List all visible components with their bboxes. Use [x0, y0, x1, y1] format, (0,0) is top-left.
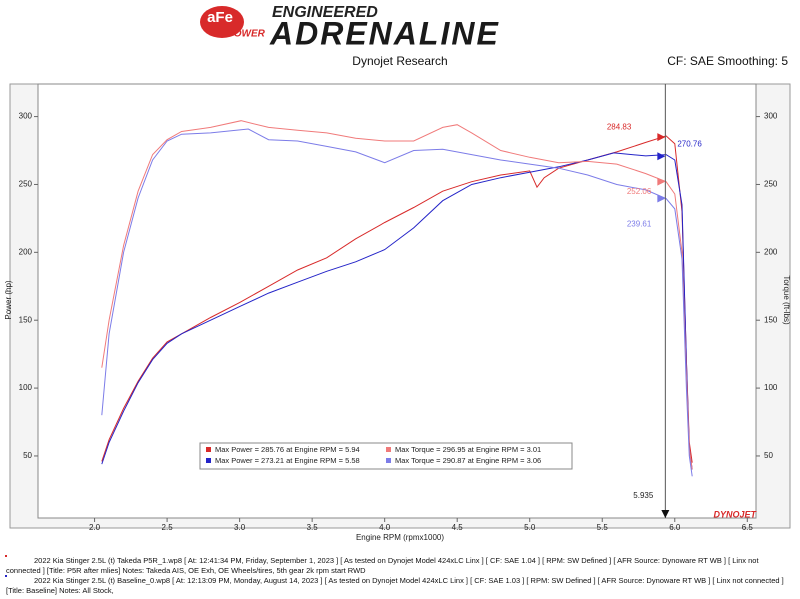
readout-marker	[657, 152, 666, 161]
readout-marker	[657, 194, 666, 203]
footer-text: 2022 Kia Stinger 2.5L (t) Takeda P5R_1.w…	[34, 556, 759, 565]
series-line	[101, 120, 693, 470]
x-tick-label: 3.0	[234, 523, 246, 532]
y-tick-label: 150	[19, 315, 33, 324]
legend-label: Max Torque = 296.95 at Engine RPM = 3.01	[395, 445, 541, 454]
y2-tick-label: 150	[764, 315, 778, 324]
x-tick-label: 4.5	[452, 523, 464, 532]
footer-text: [Title: Baseline] Notes: All Stock,	[6, 586, 114, 595]
brand-logo: DYNOJET	[713, 509, 757, 519]
y-axis-label: Power (hp)	[4, 280, 13, 319]
y2-tick-label: 50	[764, 451, 773, 460]
footer-dot	[5, 575, 7, 577]
x-tick-label: 5.0	[524, 523, 536, 532]
chart-title: Dynojet Research	[352, 54, 447, 68]
legend-label: Max Power = 285.76 at Engine RPM = 5.94	[215, 445, 360, 454]
legend-label: Max Torque = 290.87 at Engine RPM = 3.06	[395, 456, 541, 465]
readout-label: 252.06	[627, 187, 652, 196]
series-line	[101, 128, 693, 477]
y-tick-label: 250	[19, 180, 33, 189]
legend-swatch	[206, 458, 211, 463]
y2-tick-label: 300	[764, 112, 778, 121]
chart-subtitle: CF: SAE Smoothing: 5	[667, 54, 788, 68]
y-tick-label: 50	[23, 451, 32, 460]
readout-marker	[657, 133, 666, 142]
x-tick-label: 6.5	[742, 523, 754, 532]
logo-badge	[200, 6, 244, 38]
logo-bottom: POWER	[227, 29, 266, 40]
y2-tick-label: 250	[764, 180, 778, 189]
series-line	[101, 135, 693, 463]
y-tick-label: 200	[19, 247, 33, 256]
y-tick-label: 300	[19, 112, 33, 121]
footer-text: 2022 Kia Stinger 2.5L (t) Baseline_0.wp8…	[34, 576, 784, 585]
tagline: ADRENALINE	[269, 15, 500, 51]
series-line	[101, 152, 693, 470]
tagline-top: ENGINEERED	[272, 4, 378, 21]
x-tick-label: 5.5	[597, 523, 609, 532]
footer-text: connected ] [Title: P5R after mlies] Not…	[6, 566, 366, 575]
x-tick-label: 6.0	[669, 523, 681, 532]
readout-marker	[657, 177, 666, 186]
readout-label: 270.76	[677, 139, 702, 148]
y2-tick-label: 200	[764, 247, 778, 256]
legend-swatch	[386, 447, 391, 452]
legend-label: Max Power = 273.21 at Engine RPM = 5.58	[215, 456, 360, 465]
y2-tick-label: 100	[764, 383, 778, 392]
x-tick-label: 2.0	[89, 523, 101, 532]
readout-label: 239.61	[627, 220, 652, 229]
x-tick-label: 2.5	[162, 523, 174, 532]
cursor-arrow	[661, 510, 670, 518]
footer-dot	[5, 555, 7, 557]
legend-swatch	[206, 447, 211, 452]
x-axis-label: Engine RPM (rpmx1000)	[356, 533, 444, 542]
readout-label: 284.83	[607, 122, 632, 131]
logo-top: aFe	[207, 9, 233, 26]
x-tick-label: 4.0	[379, 523, 391, 532]
cursor-label: 5.935	[633, 491, 654, 500]
x-tick-label: 3.5	[307, 523, 319, 532]
y-tick-label: 100	[19, 383, 33, 392]
y2-axis-label: Torque (ft-lbs)	[782, 275, 791, 325]
legend-swatch	[386, 458, 391, 463]
